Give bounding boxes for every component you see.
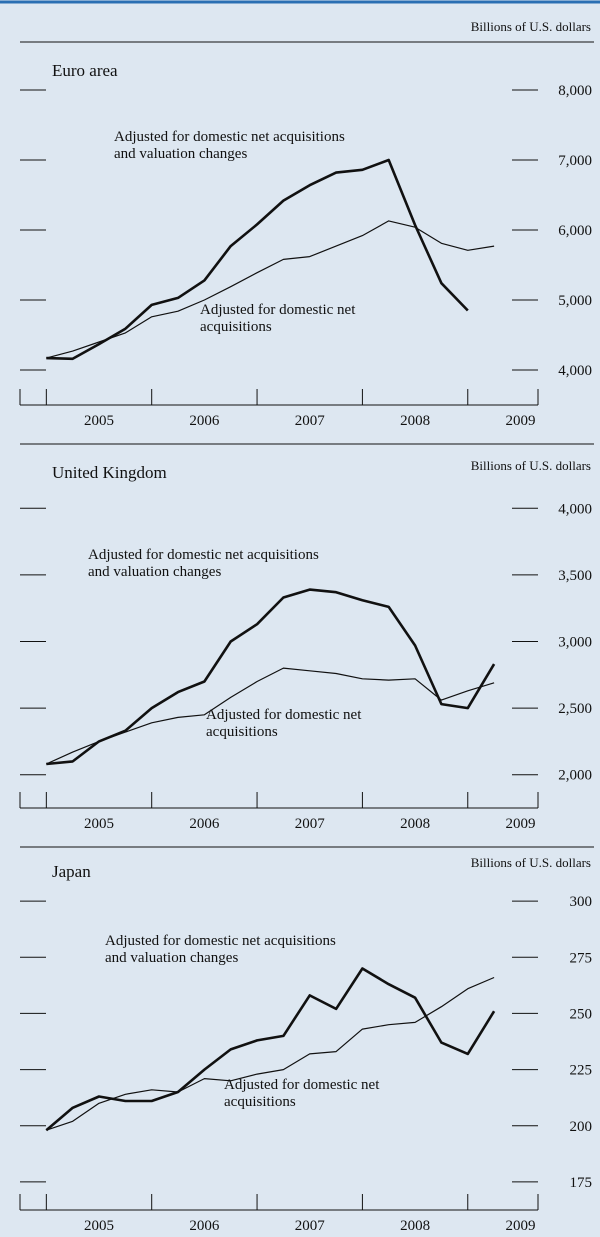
annotation-acquisitions-line2: acquisitions <box>200 319 272 335</box>
y-tick-label: 300 <box>570 894 593 910</box>
chart-marks: 2005 2006 2007 2008 2009 175 200 225 250 275 300 <box>19 894 593 1234</box>
x-tick-label: 2006 <box>189 413 220 429</box>
panel-euro-area: Billions of U.S. dollars Euro area Adjus… <box>19 19 594 429</box>
annotation-valuation-line1: Adjusted for domestic net acquisitions <box>114 129 345 145</box>
x-tick-label: 2008 <box>400 413 430 429</box>
y-tick-label: 8,000 <box>558 83 592 99</box>
series-line-acquisitions-adjusted <box>46 220 495 359</box>
annotation-valuation-line2: and valuation changes <box>114 146 247 162</box>
y-tick-label: 225 <box>570 1063 593 1079</box>
y-tick-label: 3,000 <box>558 635 592 651</box>
chart-marks: 2005 2006 2007 2008 2009 4,000 5,000 6,000 7,000… <box>19 83 592 429</box>
panel-japan: Billions of U.S. dollars Japan Adjusted … <box>19 846 594 1234</box>
panel-united-kingdom: Billions of U.S. dollars United Kingdom … <box>19 443 594 832</box>
x-tick-label: 2007 <box>295 816 326 832</box>
x-tick-label: 2009 <box>505 1218 535 1234</box>
y-tick-label: 5,000 <box>558 293 592 309</box>
y-tick-label: 200 <box>570 1119 593 1135</box>
x-tick-label: 2005 <box>84 413 114 429</box>
annotation-valuation-line2: and valuation changes <box>105 950 238 966</box>
y-tick-label: 2,500 <box>558 701 592 717</box>
x-tick-label: 2006 <box>189 816 220 832</box>
unit-label: Billions of U.S. dollars <box>471 19 591 34</box>
panel-title: Euro area <box>52 61 118 80</box>
y-tick-label: 4,000 <box>558 501 592 517</box>
annotation-valuation-line1: Adjusted for domestic net acquisitions <box>88 547 319 563</box>
annotation-acquisitions-line2: acquisitions <box>224 1094 296 1110</box>
y-tick-label: 275 <box>570 950 593 966</box>
panel-title: United Kingdom <box>52 463 167 482</box>
x-tick-label: 2008 <box>400 1218 430 1234</box>
x-tick-label: 2007 <box>295 1218 326 1234</box>
x-tick-label: 2006 <box>189 1218 220 1234</box>
unit-label: Billions of U.S. dollars <box>471 458 591 473</box>
y-tick-label: 4,000 <box>558 363 592 379</box>
series-line-acquisitions-adjusted <box>46 667 495 765</box>
annotation-acquisitions-line1: Adjusted for domestic net <box>200 302 356 318</box>
x-tick-label: 2009 <box>505 413 535 429</box>
chart-marks: 2005 2006 2007 2008 2009 2,000 2,500 3,000 3,500… <box>19 501 592 832</box>
x-tick-label: 2005 <box>84 1218 114 1234</box>
series-line-valuation-adjusted <box>46 158 469 361</box>
y-tick-label: 2,000 <box>558 768 592 784</box>
annotation-valuation-line1: Adjusted for domestic net acquisitions <box>105 933 336 949</box>
x-tick-label: 2007 <box>295 413 326 429</box>
x-tick-label: 2008 <box>400 816 430 832</box>
y-tick-label: 7,000 <box>558 153 592 169</box>
y-tick-label: 6,000 <box>558 223 592 239</box>
y-tick-label: 250 <box>570 1006 593 1022</box>
annotation-valuation-line2: and valuation changes <box>88 564 221 580</box>
x-tick-label: 2009 <box>505 816 535 832</box>
series-line-valuation-adjusted <box>46 588 496 766</box>
annotation-acquisitions-line1: Adjusted for domestic net <box>206 707 362 723</box>
series-line-valuation-adjusted <box>45 967 496 1132</box>
panel-title: Japan <box>52 862 91 881</box>
annotation-acquisitions-line1: Adjusted for domestic net <box>224 1077 380 1093</box>
y-tick-label: 175 <box>570 1175 593 1191</box>
x-tick-label: 2005 <box>84 816 114 832</box>
y-tick-label: 3,500 <box>558 568 592 584</box>
unit-label: Billions of U.S. dollars <box>471 855 591 870</box>
annotation-acquisitions-line2: acquisitions <box>206 724 278 740</box>
series-line-acquisitions-adjusted <box>46 976 495 1131</box>
